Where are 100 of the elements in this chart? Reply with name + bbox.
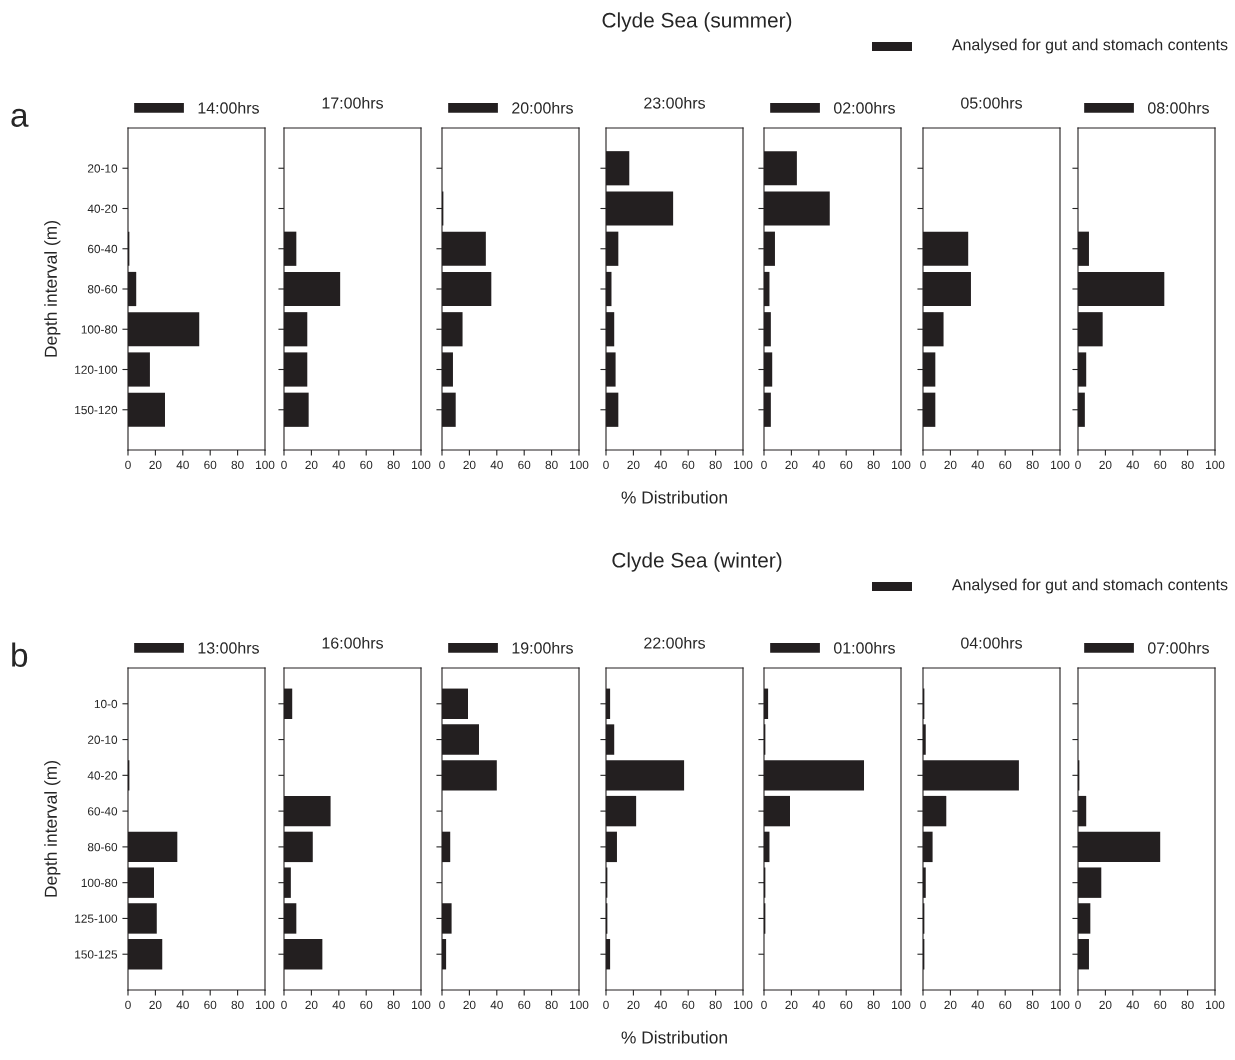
x-tick-label: 80 <box>545 460 558 470</box>
x-tick-label: 0 <box>603 1000 609 1010</box>
y-tick-label: 10-0 <box>94 699 118 709</box>
x-tick-label: 40 <box>812 1000 825 1010</box>
x-tick-label: 20 <box>305 1000 318 1010</box>
legend-label: 14:00hrs <box>198 101 259 114</box>
x-tick-label: 100 <box>892 1000 911 1010</box>
x-tick-label: 0 <box>920 1000 926 1010</box>
x-tick-label: 20 <box>463 1000 476 1010</box>
x-tick-label: 80 <box>709 1000 722 1010</box>
y-tick-label: 125-100 <box>75 914 118 923</box>
y-tick-label: 40-20 <box>87 771 118 780</box>
x-tick-label: 100 <box>570 460 589 470</box>
x-tick-label: 60 <box>999 1000 1012 1010</box>
text: Clyde Sea (summer) <box>602 12 792 32</box>
x-tick-label: 0 <box>125 1000 131 1010</box>
x-tick-label: 100 <box>892 460 911 470</box>
x-tick-label: 60 <box>518 1000 531 1010</box>
text: Analysed for gut and stomach contents <box>951 578 1228 594</box>
y-tick-label: 80-60 <box>87 285 118 294</box>
x-tick-label: 80 <box>231 1000 244 1010</box>
y-tick-label: 60-40 <box>87 244 118 254</box>
x-tick-label: 20 <box>149 460 162 470</box>
x-tick-label: 0 <box>603 460 609 470</box>
x-tick-label: 20 <box>149 1000 162 1010</box>
x-tick-label: 0 <box>1075 460 1081 470</box>
legend-label: 01:00hrs <box>833 641 895 654</box>
x-tick-label: 60 <box>1154 1000 1167 1010</box>
x-tick-label: 100 <box>734 460 753 470</box>
text: b <box>12 642 28 667</box>
x-tick-label: 40 <box>490 1000 503 1010</box>
x-tick-label: 100 <box>1051 1000 1070 1010</box>
x-tick-label: 0 <box>439 460 445 470</box>
x-tick-label: 100 <box>1051 460 1070 470</box>
x-tick-label: 80 <box>387 460 400 470</box>
legend-label: 07:00hrs <box>1147 641 1209 654</box>
x-tick-label: 40 <box>1126 460 1139 470</box>
x-tick-label: 60 <box>1154 460 1167 470</box>
x-tick-label: 60 <box>204 460 217 470</box>
x-tick-label: 0 <box>281 1000 287 1010</box>
x-tick-label: 100 <box>256 460 275 470</box>
chart-title: 22:00hrs <box>644 636 706 649</box>
x-tick-label: 80 <box>1026 1000 1039 1010</box>
x-tick-label: 100 <box>256 1000 275 1010</box>
x-tick-label: 40 <box>1126 1000 1139 1010</box>
chart-title: 17:00hrs <box>322 96 384 109</box>
x-tick-label: 100 <box>1206 460 1225 470</box>
x-tick-label: 40 <box>812 460 825 470</box>
y-tick-label: 20-10 <box>87 164 118 173</box>
chart-title: 23:00hrs <box>644 96 706 109</box>
x-tick-label: 0 <box>125 460 131 470</box>
x-tick-label: 0 <box>281 460 287 470</box>
x-tick-label: 60 <box>682 1000 695 1010</box>
y-tick-label: 20-10 <box>87 735 118 744</box>
x-tick-label: 80 <box>231 460 244 470</box>
x-axis-title: % Distribution <box>621 1030 727 1044</box>
legend-label: 19:00hrs <box>512 641 573 654</box>
chart-title: 16:00hrs <box>322 636 384 649</box>
x-tick-label: 80 <box>867 1000 880 1010</box>
x-tick-label: 20 <box>305 460 318 470</box>
y-axis-title: Depth interval (m) <box>44 221 61 357</box>
x-tick-label: 20 <box>1099 1000 1112 1010</box>
y-tick-label: 150-125 <box>75 950 118 959</box>
x-tick-label: 20 <box>463 460 476 470</box>
y-tick-label: 120-100 <box>75 365 118 374</box>
x-tick-label: 100 <box>1206 1000 1225 1010</box>
y-tick-label: 100-80 <box>81 325 118 334</box>
legend-label: 08:00hrs <box>1147 101 1209 114</box>
x-tick-label: 20 <box>785 1000 798 1010</box>
chart-title: 05:00hrs <box>961 96 1023 109</box>
x-tick-label: 20 <box>944 460 957 470</box>
x-tick-label: 100 <box>412 1000 431 1010</box>
x-tick-label: 60 <box>518 460 531 470</box>
x-tick-label: 40 <box>654 460 667 470</box>
text: Clyde Sea (winter) <box>612 552 782 572</box>
x-tick-label: 100 <box>734 1000 753 1010</box>
x-tick-label: 0 <box>920 460 926 470</box>
x-tick-label: 80 <box>1026 460 1039 470</box>
x-tick-label: 0 <box>761 460 767 470</box>
x-tick-label: 80 <box>1181 460 1194 470</box>
x-tick-label: 20 <box>627 460 640 470</box>
x-tick-label: 20 <box>944 1000 957 1010</box>
x-tick-label: 80 <box>867 460 880 470</box>
x-tick-label: 40 <box>332 1000 345 1010</box>
x-tick-label: 40 <box>176 460 189 470</box>
x-tick-label: 100 <box>570 1000 589 1010</box>
x-tick-label: 40 <box>971 1000 984 1010</box>
text: Analysed for gut and stomach contents <box>951 38 1228 54</box>
x-tick-label: 0 <box>761 1000 767 1010</box>
x-tick-label: 100 <box>412 460 431 470</box>
x-tick-label: 40 <box>971 460 984 470</box>
x-tick-label: 20 <box>627 1000 640 1010</box>
x-tick-label: 0 <box>439 1000 445 1010</box>
y-tick-label: 80-60 <box>87 842 118 852</box>
legend-label: 20:00hrs <box>512 101 573 114</box>
legend-label: 13:00hrs <box>198 641 259 654</box>
y-axis-title: Depth interval (m) <box>44 761 61 897</box>
x-tick-label: 40 <box>490 460 503 470</box>
x-tick-label: 60 <box>204 1000 217 1010</box>
chart-title: 04:00hrs <box>961 636 1023 649</box>
